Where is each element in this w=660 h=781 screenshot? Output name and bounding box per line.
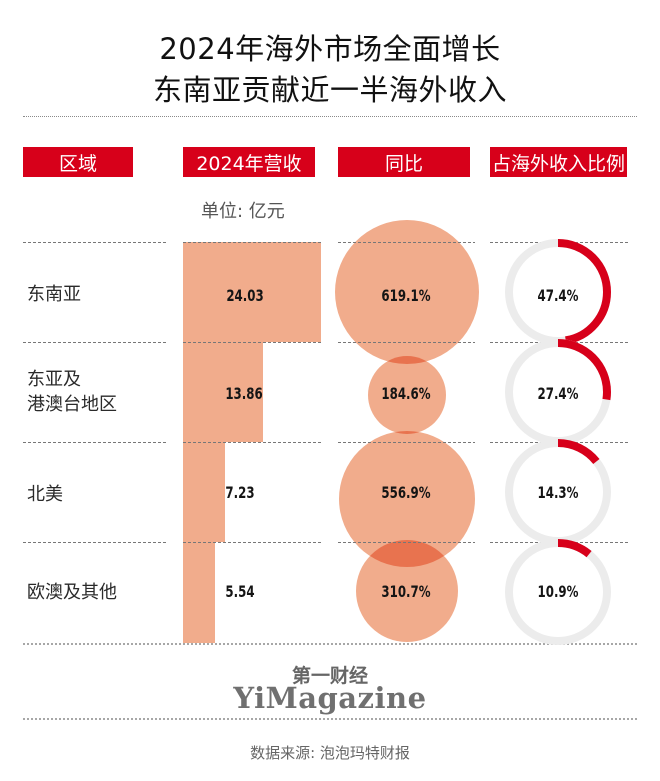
header-revenue: 2024年营收 — [183, 147, 315, 177]
header-share: 占海外收入比例 — [490, 147, 627, 177]
chart-title-line1: 2024年海外市场全面增长 — [159, 32, 501, 66]
title-divider — [23, 116, 637, 117]
yoy-value: 556.9% — [381, 483, 431, 502]
yoy-bubbles — [335, 220, 479, 642]
yoy-bubble-north-america — [339, 431, 475, 567]
share-value: 47.4% — [537, 286, 579, 305]
brand-logo-chinese: 第一财经 — [291, 665, 368, 687]
region-name: 北美 — [27, 484, 63, 505]
unit-label: 单位: 亿元 — [201, 201, 285, 222]
region-label-southeast-asia: 东南亚 — [27, 282, 81, 307]
data-source: 数据来源: 泡泡玛特财报 — [250, 744, 410, 762]
share-value: 14.3% — [537, 483, 579, 502]
region-label-east-asia: 东亚及 港澳台地区 — [27, 367, 117, 417]
share-value: 10.9% — [537, 582, 579, 601]
region-name: 欧澳及其他 — [27, 582, 117, 603]
revenue-value: 7.23 — [225, 483, 255, 502]
revenue-bar-east-asia — [183, 342, 263, 442]
yoy-value: 184.6% — [381, 384, 431, 403]
revenue-bar-north-america — [183, 442, 225, 542]
yoy-bubble-east-asia — [368, 356, 446, 434]
header-yoy: 同比 — [338, 147, 470, 177]
yoy-value: 310.7% — [381, 582, 431, 601]
brand-logo-english: YiMagazine — [233, 681, 427, 715]
share-value: 27.4% — [537, 384, 579, 403]
chart-title-line2: 东南亚贡献近一半海外收入 — [152, 73, 507, 107]
yoy-bubble-southeast-asia — [335, 220, 479, 364]
share-donuts — [505, 239, 611, 645]
yoy-bubble-europe-oceania-other — [356, 540, 458, 642]
region-label-north-america: 北美 — [27, 482, 63, 507]
region-name-line1: 东亚及 — [27, 369, 81, 390]
revenue-value: 13.86 — [225, 384, 263, 403]
region-name-line2: 港澳台地区 — [27, 394, 117, 415]
revenue-bar-southeast-asia — [183, 242, 321, 342]
yoy-value: 619.1% — [381, 286, 431, 305]
revenue-value: 5.54 — [225, 582, 255, 601]
share-donut-europe-oceania-other — [505, 539, 611, 645]
region-name: 东南亚 — [27, 284, 81, 305]
revenue-value: 24.03 — [226, 286, 264, 305]
header-region: 区域 — [23, 147, 133, 177]
revenue-bar-europe-oceania-other — [183, 542, 215, 643]
region-label-europe-oceania-other: 欧澳及其他 — [27, 580, 117, 605]
